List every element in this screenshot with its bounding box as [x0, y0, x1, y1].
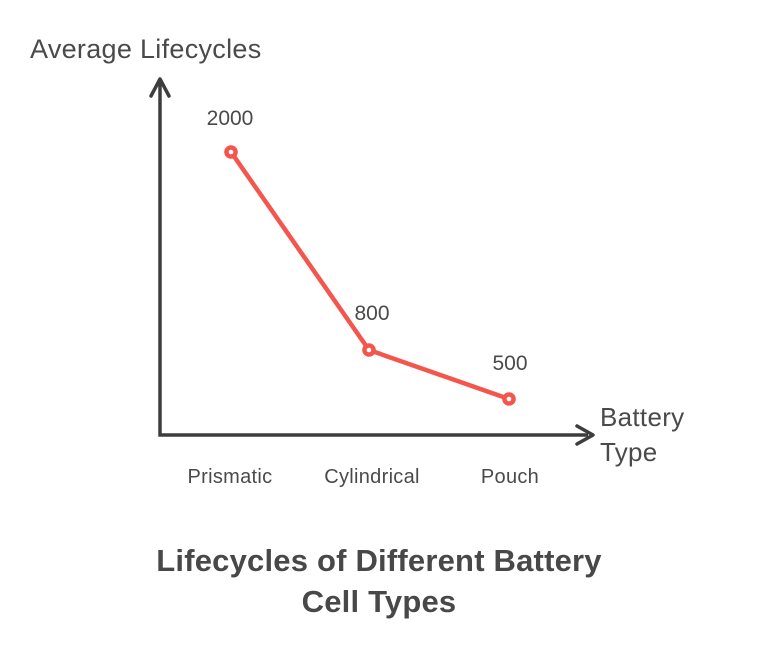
- x-axis-title: Battery Type: [600, 402, 685, 468]
- data-point-value-label: 800: [354, 302, 390, 325]
- x-category-label: Pouch: [480, 466, 540, 488]
- chart-title: Lifecycles of Different Battery Cell Typ…: [156, 543, 602, 619]
- x-axis-arrowhead-icon: [575, 424, 595, 446]
- y-axis-arrowhead-icon: [149, 77, 171, 98]
- y-axis-title: Average Lifecycles: [30, 34, 262, 64]
- data-point-marker: [224, 145, 238, 159]
- data-point-marker: [502, 392, 516, 406]
- data-point-marker: [362, 343, 376, 357]
- data-point-value-label: 500: [492, 352, 528, 375]
- data-point-markers: [224, 145, 516, 406]
- series-line: [228, 149, 512, 402]
- x-category-label: Prismatic: [187, 466, 273, 488]
- data-point-value-label: 2000: [206, 107, 254, 130]
- axes-lines: [158, 82, 588, 437]
- x-category-label: Cylindrical: [324, 466, 420, 488]
